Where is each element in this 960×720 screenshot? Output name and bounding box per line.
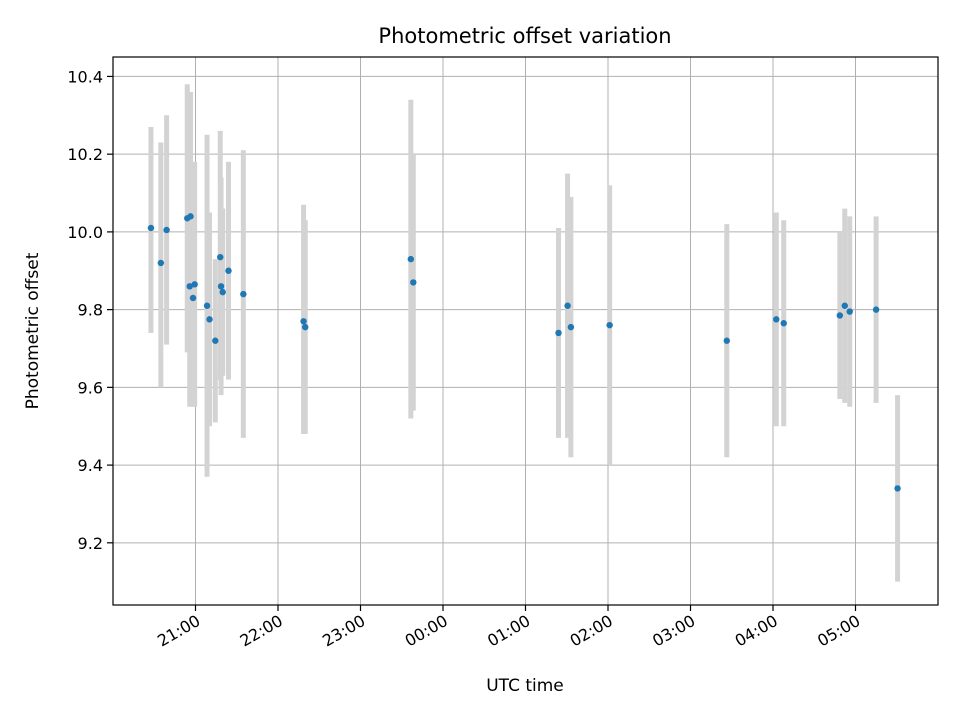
data-point bbox=[773, 316, 780, 323]
y-axis-label: Photometric offset bbox=[23, 252, 43, 409]
y-tick-label: 10.0 bbox=[67, 223, 103, 242]
data-point bbox=[407, 255, 415, 263]
data-point bbox=[836, 312, 844, 319]
data-point bbox=[567, 323, 575, 331]
y-tick-label: 10.2 bbox=[67, 145, 103, 164]
x-tick-label: 02:00 bbox=[567, 611, 616, 651]
y-tick-label: 9.6 bbox=[78, 378, 103, 397]
x-tick-label: 00:00 bbox=[402, 611, 451, 651]
y-axis-ticks: 9.2 9.4 9.6 9.8 10.0 10.2 10.4 bbox=[67, 67, 113, 553]
x-tick-label: 23:00 bbox=[319, 611, 368, 651]
data-point bbox=[872, 306, 880, 313]
data-point bbox=[217, 253, 224, 261]
x-tick-label: 03:00 bbox=[649, 611, 698, 651]
data-point bbox=[780, 320, 787, 327]
data-point bbox=[846, 308, 853, 315]
data-point bbox=[410, 279, 417, 286]
data-point bbox=[894, 485, 901, 492]
y-tick-label: 9.4 bbox=[78, 456, 103, 475]
data-point bbox=[186, 283, 193, 290]
data-point bbox=[147, 224, 155, 232]
data-point bbox=[187, 213, 194, 220]
data-points bbox=[147, 213, 901, 492]
chart-title: Photometric offset variation bbox=[378, 24, 671, 48]
data-point bbox=[212, 337, 219, 344]
data-point bbox=[300, 318, 307, 325]
x-tick-label: 22:00 bbox=[237, 611, 286, 651]
x-tick-label: 05:00 bbox=[814, 611, 863, 651]
data-point bbox=[189, 294, 197, 302]
data-point bbox=[225, 267, 232, 274]
y-tick-label: 9.8 bbox=[78, 301, 103, 320]
y-tick-label: 10.4 bbox=[67, 67, 103, 86]
data-point bbox=[841, 302, 848, 309]
data-point bbox=[240, 290, 247, 298]
data-point bbox=[219, 288, 226, 296]
x-tick-label: 21:00 bbox=[154, 611, 203, 651]
grid bbox=[113, 57, 938, 605]
data-point bbox=[206, 316, 213, 323]
data-point bbox=[157, 259, 165, 267]
data-point bbox=[555, 329, 562, 337]
data-point bbox=[191, 281, 198, 288]
x-tick-label: 01:00 bbox=[484, 611, 533, 651]
x-axis-label: UTC time bbox=[486, 676, 564, 696]
x-tick-label: 04:00 bbox=[732, 611, 781, 651]
data-point bbox=[217, 283, 225, 290]
data-point bbox=[606, 321, 613, 329]
data-point bbox=[723, 337, 730, 344]
y-tick-label: 9.2 bbox=[78, 534, 103, 553]
data-point bbox=[302, 323, 309, 331]
data-point bbox=[163, 226, 170, 234]
data-point bbox=[203, 302, 211, 309]
data-point bbox=[564, 302, 571, 309]
x-axis-ticks: 21:00 22:00 23:00 00:00 01:00 02:00 03:00 04:00… bbox=[154, 605, 864, 651]
